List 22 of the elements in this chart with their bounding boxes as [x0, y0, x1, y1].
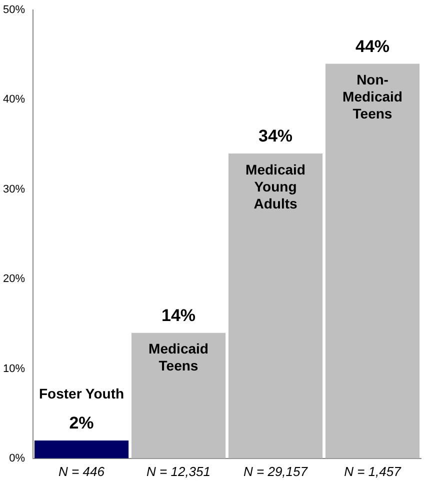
y-tick-label: 10%: [2, 362, 26, 375]
y-tick-label: 50%: [2, 4, 26, 16]
bar: [228, 153, 323, 458]
x-tick-label: N = 1,457: [344, 464, 402, 479]
y-tick-label: 40%: [2, 94, 26, 106]
y-tick-label: 0%: [9, 452, 26, 464]
y-tick-label: 20%: [2, 273, 26, 286]
annotation: Non-Medicaid Teens: [342, 72, 402, 122]
bar: [325, 64, 420, 458]
x-tick-label: N = 446: [58, 464, 106, 479]
bar: [131, 332, 226, 458]
x-tick-label: N = 29,157: [244, 464, 308, 479]
data-label: 14%: [161, 306, 196, 326]
annotation: Medicaid Teens: [148, 340, 208, 374]
data-label: 34%: [258, 126, 293, 146]
x-tick-label: N = 12,351: [146, 464, 210, 479]
bar: [34, 440, 129, 458]
data-label: 44%: [355, 36, 390, 56]
data-label: 2%: [69, 414, 94, 433]
y-tick-label: 30%: [2, 183, 26, 196]
annotation: Medicaid Young Adults: [246, 161, 306, 212]
annotation: Foster Youth: [38, 385, 124, 402]
